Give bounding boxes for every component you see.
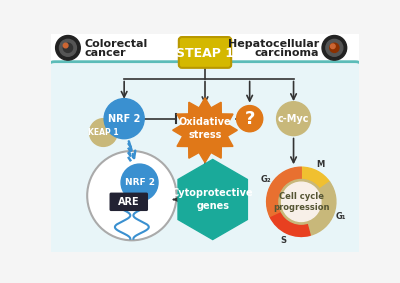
Wedge shape (307, 182, 336, 235)
FancyBboxPatch shape (46, 62, 364, 256)
FancyBboxPatch shape (51, 34, 359, 252)
Circle shape (282, 182, 321, 222)
Text: ARE: ARE (118, 197, 140, 207)
Wedge shape (270, 211, 310, 237)
Circle shape (60, 39, 76, 56)
Circle shape (90, 119, 117, 146)
Circle shape (63, 43, 68, 48)
Polygon shape (173, 98, 237, 162)
Text: carcinoma: carcinoma (254, 48, 319, 58)
Text: cancer: cancer (85, 48, 126, 58)
Text: Hepatocellular: Hepatocellular (228, 39, 319, 49)
Text: ?: ? (244, 110, 255, 128)
Text: NRF 2: NRF 2 (108, 114, 140, 124)
Circle shape (326, 39, 343, 56)
Text: Colorectal: Colorectal (85, 39, 148, 49)
Text: Cell cycle
progression: Cell cycle progression (273, 192, 330, 212)
FancyBboxPatch shape (110, 192, 148, 211)
Text: G₁: G₁ (336, 212, 346, 221)
Wedge shape (301, 167, 330, 189)
FancyBboxPatch shape (179, 37, 231, 68)
Text: Cytoprotective
genes: Cytoprotective genes (172, 188, 254, 211)
Circle shape (56, 35, 80, 60)
Circle shape (330, 44, 335, 49)
Circle shape (236, 106, 263, 132)
Text: KEAP 1: KEAP 1 (88, 128, 119, 137)
Circle shape (63, 43, 72, 52)
Text: NRF 2: NRF 2 (124, 178, 154, 187)
Circle shape (279, 179, 324, 224)
Text: S: S (280, 236, 286, 245)
Circle shape (330, 43, 339, 52)
Text: Oxidative
stress: Oxidative stress (179, 117, 231, 140)
Text: STEAP 1: STEAP 1 (176, 48, 234, 61)
Circle shape (277, 102, 310, 136)
Circle shape (87, 151, 176, 240)
Wedge shape (267, 167, 301, 216)
Circle shape (322, 35, 347, 60)
Circle shape (121, 164, 158, 201)
Text: G₂: G₂ (260, 175, 271, 184)
Circle shape (104, 99, 144, 139)
Text: c-Myc: c-Myc (278, 114, 309, 124)
Text: M: M (317, 160, 325, 169)
